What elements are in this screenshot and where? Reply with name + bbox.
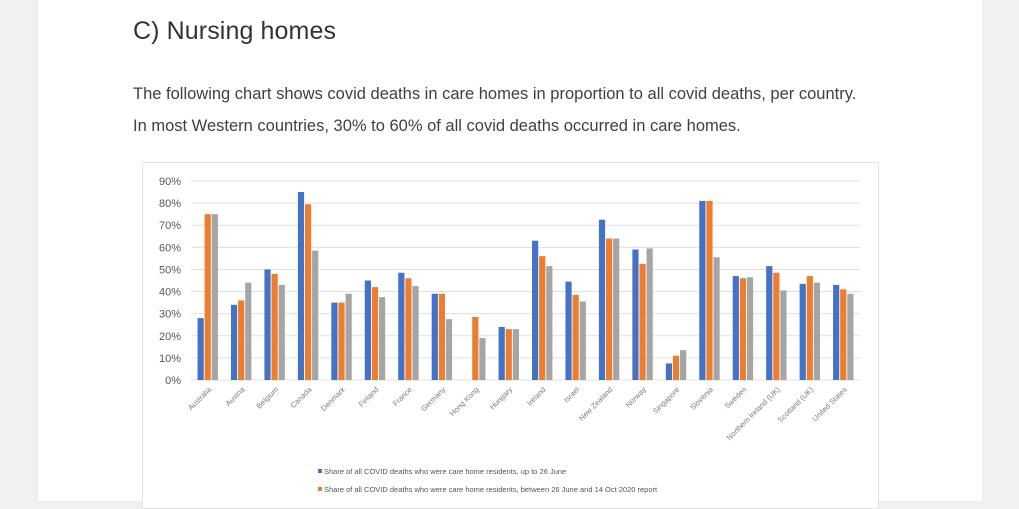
bar-3 [378,297,386,380]
paragraph-intro: The following chart shows covid deaths i… [133,85,857,103]
bar-chart: 0% 10% 20% 30% 40% 50% 60% 70% 80% 90% Australia Au… [159,176,860,494]
bar-1 [431,293,438,380]
paragraph-summary: In most Western countries, 30% to 60% of… [133,117,741,135]
x-tick-label: Australia [186,384,214,412]
legend-label-2: Share of all COVID deaths who were care … [324,485,658,494]
page-content: C) Nursing homes The following chart sho… [38,0,982,509]
x-tick-label: Slovenia [688,384,715,411]
bar-3 [345,293,352,380]
bar-2 [639,263,646,380]
x-tick-label: Germany [419,385,447,413]
x-tick-label: Belgium [255,385,281,411]
bar-1 [699,200,706,380]
bar-3 [746,277,754,380]
x-tick-label: Ireland [525,385,548,408]
bar-3 [278,284,285,380]
bar-2 [672,355,680,380]
bar-3 [479,337,486,380]
bar-2 [539,256,546,380]
chart-image: 0% 10% 20% 30% 40% 50% 60% 70% 80% 90% Australia Au… [142,162,879,509]
y-tick-label: 80% [159,198,181,210]
bar-1 [364,280,371,380]
bar-1 [665,363,673,380]
bar-2 [371,287,379,380]
bar-3 [713,257,720,380]
bar-1 [398,272,405,380]
legend-swatch-2 [318,487,322,491]
bar-1 [297,192,305,380]
bar-1 [532,240,539,380]
x-tick-label: Hong Kong [448,385,481,418]
bar-2 [840,289,847,380]
bar-2 [304,204,312,380]
bar-1 [197,318,204,380]
bar-3 [412,286,419,380]
y-tick-label: 60% [159,242,181,254]
bar-2 [706,200,713,380]
bar-3 [445,319,453,380]
x-tick-label: France [391,385,414,408]
bar-2 [204,214,211,380]
y-tick-label: 50% [159,264,181,276]
bar-2 [338,302,345,380]
bar-3 [245,282,252,380]
bar-2 [606,238,613,380]
x-tick-label: Canada [289,384,315,410]
bar-3 [646,248,653,380]
y-tick-label: 0% [165,375,181,387]
y-tick-label: 10% [159,353,181,365]
legend-swatch-1 [318,469,322,473]
x-tick-label: Sweden [723,385,749,411]
bar-2 [739,278,747,380]
bar-2 [438,293,445,380]
x-tick-label: New Zealand [577,385,615,423]
bar-2 [238,300,245,380]
x-tick-label: Scotland (UK) [776,385,816,425]
x-tick-label: Singapore [651,385,682,416]
x-tick-label: Finland [357,385,381,409]
bar-1 [565,281,572,380]
bar-1 [230,304,238,380]
bar-2 [472,316,479,380]
bar-1 [598,219,606,380]
bar-1 [732,276,739,380]
bar-1 [264,269,271,380]
x-tick-label: United States [810,385,848,423]
bar-1 [833,284,840,380]
section-heading: C) Nursing homes [133,17,337,45]
y-tick-label: 70% [159,220,181,232]
bar-3 [847,293,854,380]
bar-1 [799,283,806,380]
y-tick-label: 30% [159,309,181,321]
bar-3 [613,238,620,380]
y-tick-label: 20% [159,331,181,343]
bar-3 [211,214,218,380]
bar-2 [806,276,813,380]
bar-3 [546,266,553,380]
bar-3 [579,301,586,380]
x-tick-label: Austria [224,384,247,407]
bar-2 [572,294,579,380]
bar-2 [271,273,278,380]
bar-1 [331,302,338,380]
bar-1 [766,266,773,380]
y-tick-label: 40% [159,287,181,299]
legend-label-1: Share of all COVID deaths who were care … [324,467,566,476]
bar-2 [505,329,512,380]
bar-3 [512,329,519,380]
x-tick-label: Israel [562,385,582,405]
bar-3 [312,250,319,380]
bar-3 [813,282,821,380]
y-tick-label: 90% [159,176,181,188]
bar-1 [632,249,639,380]
bar-3 [780,290,787,380]
x-tick-label: Norway [624,385,649,410]
bar-3 [680,350,687,380]
bar-1 [498,326,505,380]
x-tick-label: Hungary [488,385,515,412]
x-tick-label: Denmark [319,385,347,413]
bar-2 [773,272,780,380]
bar-2 [405,278,412,380]
